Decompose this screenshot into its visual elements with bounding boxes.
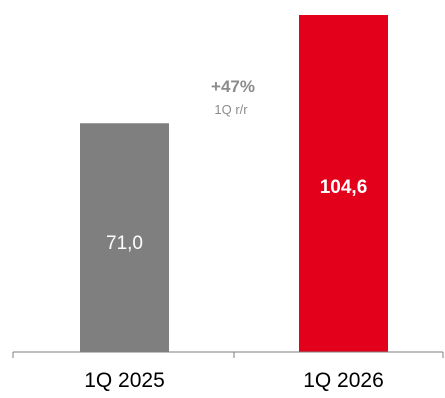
growth-annotation-subtitle: 1Q r/r <box>214 102 248 117</box>
bar-2 <box>299 15 388 352</box>
x-axis-labels: 1Q 2025 1Q 2026 <box>84 369 384 392</box>
bar-value-label-2: 104,6 <box>320 177 368 198</box>
x-tick-label-1: 1Q 2025 <box>84 369 165 392</box>
x-axis-ticks <box>12 352 444 358</box>
value-labels-group: 71,0 104,6 <box>106 177 367 254</box>
growth-annotation-value: +47% <box>211 77 255 96</box>
bar-1 <box>80 123 169 353</box>
x-tick-label-2: 1Q 2026 <box>303 369 384 392</box>
bar-value-label-1: 71,0 <box>106 233 143 254</box>
bars-group <box>80 15 388 353</box>
